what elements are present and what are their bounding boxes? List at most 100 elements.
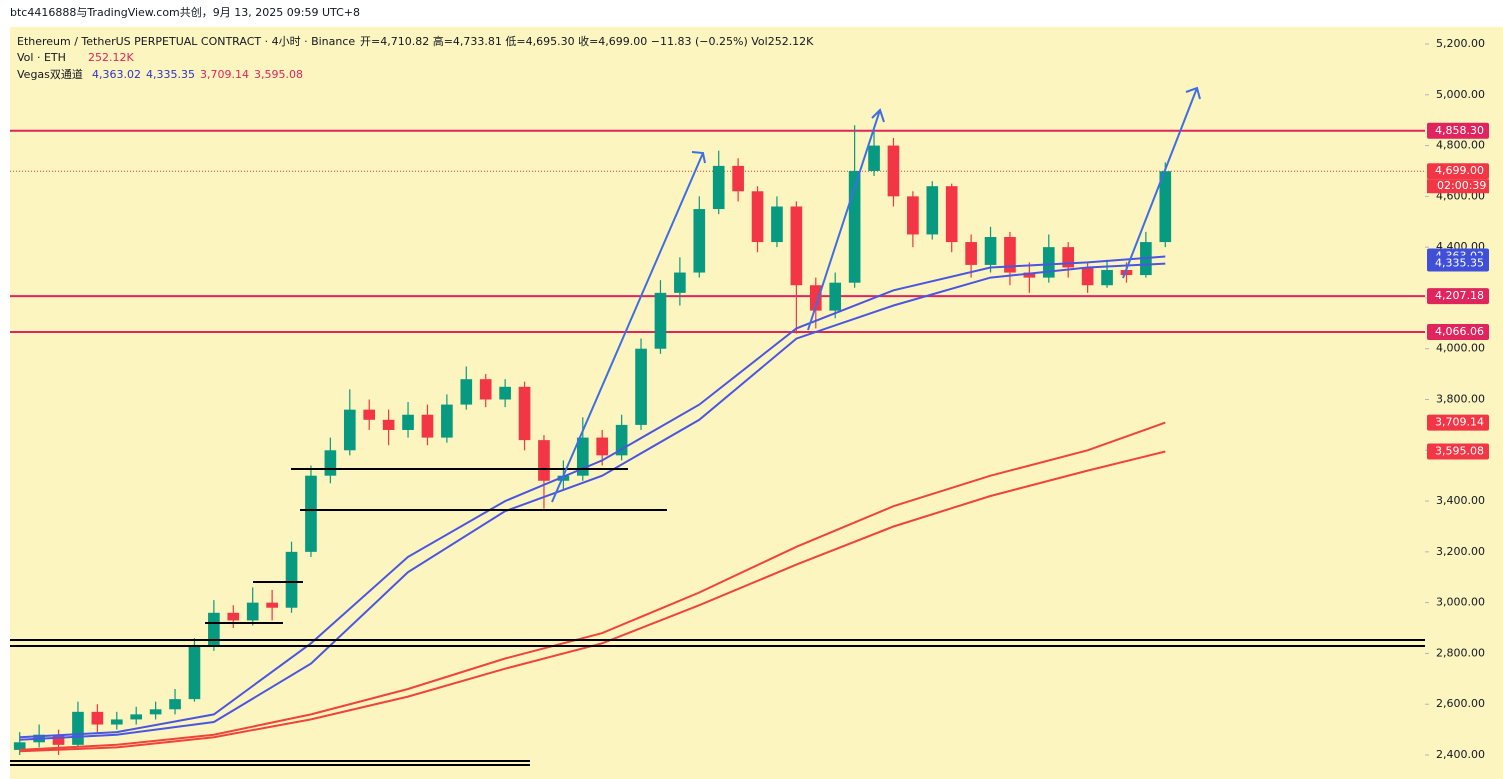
price-axis — [1425, 27, 1503, 779]
plot — [10, 125, 1425, 755]
candle-body — [829, 282, 842, 311]
price-badge — [1427, 288, 1489, 305]
candle-body — [227, 612, 240, 621]
price-badge-label: 3,709.14 — [1435, 416, 1484, 429]
legend-value: 3,595.08 — [254, 68, 303, 81]
candle-body — [91, 711, 104, 725]
candle-body — [246, 602, 259, 621]
candle-body — [208, 612, 220, 646]
candle-body — [887, 145, 900, 197]
legend-volume-value: 252.12K — [88, 51, 134, 64]
y-tick-label: 3,000.00 — [1436, 596, 1485, 609]
channel-line — [19, 262, 1166, 741]
last-price-badge-label: 4,699.00 — [1435, 164, 1484, 177]
candle-body — [693, 209, 706, 273]
candle-body — [363, 409, 376, 420]
last-price-badge — [1427, 163, 1489, 180]
legend-value: 3,709.14 — [200, 68, 249, 81]
price-badge-label: 4,207.18 — [1435, 289, 1484, 302]
y-tick-label: 2,600.00 — [1436, 697, 1485, 710]
candle-body — [1081, 267, 1094, 286]
candle-body — [848, 170, 861, 283]
candle-body — [751, 191, 764, 243]
candle-body — [460, 379, 473, 405]
candle-body — [712, 165, 725, 210]
candle-body — [499, 386, 511, 400]
price-badge-label: 3,595.08 — [1435, 445, 1484, 458]
y-tick-label: 3,400.00 — [1436, 494, 1485, 507]
candle-body — [596, 437, 609, 456]
drawings — [10, 468, 1425, 766]
price-badge — [1427, 414, 1489, 431]
candle-body — [305, 475, 317, 552]
legend-volume: Vol · ETH — [17, 51, 66, 64]
y-tick-label: 5,000.00 — [1436, 88, 1485, 101]
y-tick-label: 5,200.00 — [1436, 37, 1485, 50]
candle-body — [343, 409, 356, 451]
trend-arrow — [551, 151, 706, 503]
arrows — [551, 86, 1201, 503]
candle-body — [13, 742, 26, 750]
candle-body — [965, 242, 977, 265]
price-badge-label: 4,066.06 — [1435, 325, 1484, 338]
price-badge — [1427, 323, 1489, 340]
candle-body — [732, 165, 744, 192]
candle-body — [926, 186, 939, 235]
channel-line — [19, 421, 1166, 751]
candle-body — [1062, 247, 1075, 268]
y-tick-label: 2,800.00 — [1436, 646, 1485, 659]
countdown: 02:00:39 — [1437, 179, 1486, 192]
candle-body — [169, 699, 181, 710]
channel-line — [19, 255, 1166, 739]
y-tick-label: 3,800.00 — [1436, 393, 1485, 406]
candle-body — [441, 404, 453, 438]
plot-area — [10, 27, 1425, 779]
trend-arrow — [1122, 86, 1201, 279]
y-tick-label: 3,200.00 — [1436, 545, 1485, 558]
candle-body — [674, 272, 686, 293]
candle-body — [1023, 272, 1036, 278]
candle-body — [149, 709, 162, 715]
header-text: btc4416888与TradingView.com共创，9月 13, 2025… — [10, 6, 360, 19]
candle-body — [130, 714, 143, 720]
candle-body — [479, 379, 492, 400]
candle-body — [188, 645, 201, 700]
candle-body — [110, 719, 123, 725]
candle-body — [52, 734, 65, 745]
candle-body — [266, 602, 278, 608]
candle-body — [907, 196, 919, 235]
legend-value: 4,335.35 — [146, 68, 195, 81]
countdown-badge — [1427, 179, 1489, 194]
candle-body — [654, 292, 667, 349]
legend-symbol: Ethereum / TetherUS PERPETUAL CONTRACT ·… — [17, 35, 355, 48]
candle-body — [868, 145, 880, 171]
candle-body — [1042, 247, 1055, 278]
candle-body — [635, 348, 647, 425]
candle-body — [945, 186, 958, 243]
candle-body — [809, 285, 822, 311]
candle-body — [421, 414, 434, 438]
candle-body — [576, 437, 589, 476]
legend-indicator: Vegas双通道 — [17, 67, 83, 81]
price-badge-label: 4,858.30 — [1435, 124, 1484, 137]
candle-body — [538, 440, 550, 481]
legend-value: 4,363.02 — [92, 68, 141, 81]
candle-body — [1159, 171, 1172, 243]
candle-body — [382, 419, 395, 430]
candle-body — [984, 236, 997, 265]
price-badge — [1427, 443, 1489, 460]
y-tick-label: 4,800.00 — [1436, 139, 1485, 152]
candle-body — [324, 450, 337, 476]
y-tick-label: 2,400.00 — [1436, 748, 1485, 761]
candle-body — [1101, 269, 1113, 286]
price-badge-label: 4,335.35 — [1435, 257, 1484, 270]
trend-arrow — [807, 108, 885, 331]
candle-body — [518, 386, 531, 441]
candle-body — [1120, 269, 1133, 276]
price-badge — [1427, 255, 1489, 272]
channel-line — [19, 450, 1166, 753]
legend-ohlc: 开=4,710.82 高=4,733.81 低=4,695.30 收=4,699… — [360, 34, 814, 48]
candle-body — [72, 711, 84, 745]
candle-body — [771, 206, 783, 243]
